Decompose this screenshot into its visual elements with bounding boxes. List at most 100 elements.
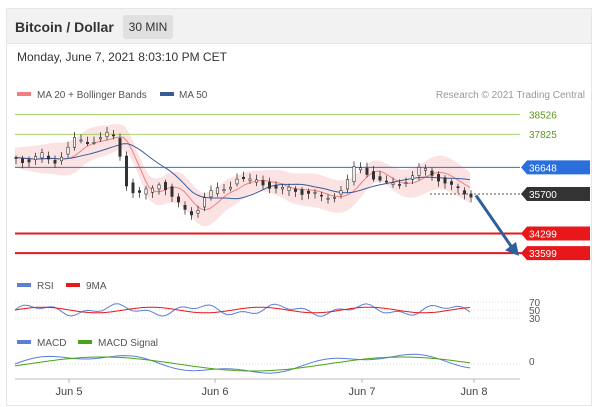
candle-body	[53, 159, 57, 164]
candle-body	[235, 178, 239, 185]
candle-body	[326, 197, 330, 200]
candle-body	[99, 137, 103, 140]
rsi-level-label: 30	[529, 314, 541, 325]
candle-body	[378, 176, 382, 181]
candle-body	[456, 186, 460, 189]
candle-body	[449, 181, 453, 185]
candle-body	[20, 158, 24, 163]
candle-body	[242, 176, 246, 180]
candle-body	[229, 186, 233, 190]
candle-body	[14, 157, 18, 159]
macd-pane: 0	[14, 353, 535, 374]
candle-body	[267, 181, 271, 189]
candle-body	[261, 180, 265, 186]
candle-body	[209, 190, 213, 198]
candle-body	[203, 197, 207, 208]
candle-body	[339, 190, 343, 195]
macd-signal-legend-label: MACD Signal	[98, 338, 158, 349]
candle-body	[287, 186, 291, 191]
ma50-line	[14, 143, 471, 200]
candle-body	[86, 141, 90, 145]
candle-body	[105, 132, 109, 137]
candle-body	[125, 155, 129, 187]
x-axis: Jun 5 Jun 6 Jun 7 Jun 8	[15, 378, 520, 398]
candle-body	[196, 210, 200, 214]
rsi-level-label: 70	[529, 298, 541, 309]
candle-body	[33, 156, 37, 160]
rsi-legend-label: RSI	[37, 281, 54, 292]
candle-body	[436, 174, 440, 182]
ma20-line	[14, 136, 471, 211]
candle-body	[300, 189, 304, 195]
copyright: Research © 2021 Trading Central	[436, 90, 585, 101]
candle-body	[397, 184, 401, 186]
candle-body	[365, 167, 369, 175]
candle-body	[222, 189, 226, 191]
macd-level-label: 0	[529, 357, 535, 368]
candle-body	[138, 190, 142, 193]
x-tick-label: Jun 7	[349, 386, 376, 398]
candle-body	[79, 139, 83, 142]
timestamp: Monday, June 7, 2021 8:03:10 PM CET	[17, 50, 227, 64]
candle-body	[177, 196, 181, 203]
candle-body	[391, 182, 395, 185]
macd-signal-line	[14, 356, 471, 372]
rsi-ma-line	[14, 306, 471, 314]
price-pane: 38526 37825 36648 35700 34299 33599	[14, 111, 590, 261]
candle-body	[151, 187, 155, 193]
candle-body	[384, 180, 388, 183]
level-tag-34299	[521, 226, 590, 241]
candle-body	[293, 188, 297, 192]
timeframe-badge[interactable]: 30 MIN	[123, 15, 173, 39]
macd-legend-swatch	[17, 340, 31, 344]
candle-body	[59, 156, 63, 162]
ma50-legend-swatch	[160, 92, 174, 96]
level-label-36648: 36648	[529, 163, 557, 174]
level-label-38526: 38526	[529, 111, 557, 122]
level-tag-35700	[521, 187, 590, 202]
rsi-level-label: 50	[529, 306, 541, 317]
ma50-legend-label: MA 50	[179, 90, 208, 101]
candle-body	[118, 138, 122, 157]
chart-panel	[6, 8, 592, 406]
candle-body	[46, 155, 50, 160]
level-label-33599: 33599	[529, 249, 557, 260]
x-tick-label: Jun 6	[202, 386, 229, 398]
candle-body	[73, 137, 77, 148]
candle-body	[345, 179, 349, 190]
bollinger-legend-swatch	[17, 92, 31, 96]
macd-legend-label: MACD	[37, 338, 66, 349]
x-tick-label: Jun 5	[56, 386, 83, 398]
candle-body	[443, 177, 447, 184]
candle-body	[469, 193, 473, 198]
candle-body	[352, 166, 356, 182]
bollinger-band	[15, 124, 470, 227]
candle-body	[274, 185, 278, 189]
level-label-37825: 37825	[529, 130, 557, 141]
forecast-arrowhead	[505, 241, 519, 256]
candle-body	[144, 188, 148, 195]
candle-body	[430, 170, 434, 176]
candle-body	[358, 167, 362, 171]
forecast-arrow	[474, 194, 514, 249]
rsi-line	[14, 303, 471, 317]
candle-body	[131, 182, 135, 194]
candle-body	[66, 146, 70, 155]
instrument-title: Bitcoin / Dollar	[15, 19, 114, 35]
candle-body	[248, 178, 252, 181]
candle-body	[170, 186, 174, 197]
level-tag-36648	[521, 160, 590, 175]
candle-body	[92, 141, 96, 144]
candle-body	[371, 171, 375, 180]
rsi-legend-swatch	[17, 283, 31, 287]
candle-body	[112, 134, 116, 137]
candle-body	[280, 187, 284, 190]
x-tick-label: Jun 8	[461, 386, 488, 398]
candle-body	[462, 190, 466, 195]
candle-body	[27, 159, 31, 163]
candle-body	[417, 167, 421, 176]
candle-body	[404, 182, 408, 184]
candle-body	[157, 184, 161, 190]
